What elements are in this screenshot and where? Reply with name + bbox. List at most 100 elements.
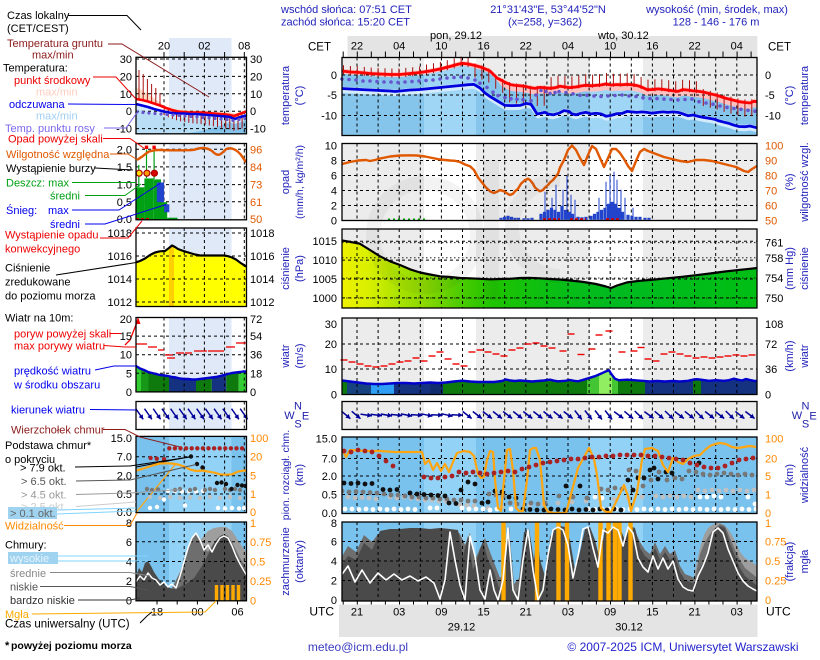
svg-text:temperatura: temperatura xyxy=(280,65,292,125)
svg-text:22: 22 xyxy=(351,41,363,53)
svg-text:61: 61 xyxy=(250,197,262,209)
svg-text:754: 754 xyxy=(765,273,783,285)
svg-text:odczuwana: odczuwana xyxy=(9,99,66,111)
svg-text:wysokie: wysokie xyxy=(9,553,49,565)
svg-text:UTC: UTC xyxy=(766,605,791,619)
svg-text:20: 20 xyxy=(765,454,777,466)
svg-text:0.0: 0.0 xyxy=(117,214,132,226)
svg-text:21: 21 xyxy=(520,607,532,619)
svg-text:S: S xyxy=(802,419,809,431)
svg-text:Chmury:: Chmury: xyxy=(5,540,47,552)
svg-text:04: 04 xyxy=(393,41,405,53)
svg-text:-5: -5 xyxy=(765,90,775,102)
svg-text:(x=258, y=362): (x=258, y=362) xyxy=(508,17,582,29)
svg-text:Wystąpienie opadu: Wystąpienie opadu xyxy=(5,230,98,242)
svg-text:Temperatura:: Temperatura: xyxy=(3,63,68,75)
svg-text:0.25: 0.25 xyxy=(765,576,786,588)
svg-text:1014: 1014 xyxy=(108,274,132,286)
svg-text:(km/h): (km/h) xyxy=(784,340,796,371)
svg-text:Mgła: Mgła xyxy=(5,609,30,621)
svg-text:0.25: 0.25 xyxy=(250,576,271,588)
svg-text:niskie: niskie xyxy=(10,582,38,594)
svg-text:0: 0 xyxy=(126,387,132,399)
svg-text:*: * xyxy=(5,640,10,652)
svg-text:15: 15 xyxy=(477,607,489,619)
svg-text:03: 03 xyxy=(393,607,405,619)
svg-text:4: 4 xyxy=(126,557,132,569)
svg-text:20: 20 xyxy=(250,71,262,83)
svg-text:> 6.5 okt.: > 6.5 okt. xyxy=(21,476,67,488)
svg-text:15.0: 15.0 xyxy=(316,434,337,446)
svg-text:0: 0 xyxy=(250,106,256,118)
svg-text:0: 0 xyxy=(126,106,132,118)
svg-text:4: 4 xyxy=(331,556,337,568)
svg-text:(mm Hg): (mm Hg) xyxy=(784,247,796,290)
svg-text:> 4.5 okt.: > 4.5 okt. xyxy=(21,490,67,502)
svg-text:bardzo niskie: bardzo niskie xyxy=(10,595,75,607)
svg-text:2: 2 xyxy=(331,576,337,588)
svg-text:1: 1 xyxy=(250,489,256,501)
svg-text:16: 16 xyxy=(646,41,658,53)
svg-text:0.0: 0.0 xyxy=(322,508,337,520)
svg-text:0.5: 0.5 xyxy=(765,556,780,568)
svg-text:wysokość (min, środek, max): wysokość (min, środek, max) xyxy=(645,4,788,16)
svg-text:N: N xyxy=(294,401,302,413)
svg-text:90: 90 xyxy=(765,156,777,168)
svg-text:6: 6 xyxy=(331,537,337,549)
svg-text:średni: średni xyxy=(50,219,80,231)
svg-text:10: 10 xyxy=(604,41,616,53)
svg-text:6: 6 xyxy=(126,537,132,549)
svg-text:S: S xyxy=(294,419,301,431)
svg-text:Podstawa chmur*: Podstawa chmur* xyxy=(5,440,92,452)
svg-text:36: 36 xyxy=(765,364,777,376)
svg-text:0.0: 0.0 xyxy=(117,507,132,519)
svg-text:Wystąpienie burzy: Wystąpienie burzy xyxy=(6,163,96,175)
svg-text:prędkość wiatru: prędkość wiatru xyxy=(14,366,91,378)
svg-text:(°C): (°C) xyxy=(294,86,306,106)
svg-text:20: 20 xyxy=(325,339,337,351)
svg-text:2: 2 xyxy=(331,201,337,213)
svg-text:7.0: 7.0 xyxy=(117,452,132,464)
svg-text:(frakcja): (frakcja) xyxy=(784,542,796,582)
svg-text:W: W xyxy=(284,410,295,422)
svg-text:5: 5 xyxy=(250,471,256,483)
svg-text:1018: 1018 xyxy=(108,228,132,240)
svg-text:2.0: 2.0 xyxy=(322,471,337,483)
svg-text:(km): (km) xyxy=(784,464,796,486)
svg-text:zachmurzenie: zachmurzenie xyxy=(280,527,292,595)
svg-text:1012: 1012 xyxy=(250,297,274,309)
svg-text:18: 18 xyxy=(250,368,262,380)
svg-text:09: 09 xyxy=(604,607,616,619)
svg-text:1018: 1018 xyxy=(250,228,274,240)
svg-text:Wiatr na 10m:: Wiatr na 10m: xyxy=(5,313,73,325)
svg-text:02: 02 xyxy=(198,41,210,53)
svg-text:0.5: 0.5 xyxy=(117,197,132,209)
svg-text:> 0.1 okt.: > 0.1 okt. xyxy=(10,508,56,520)
svg-text:powyżej poziomu morza: powyżej poziomu morza xyxy=(11,640,132,652)
svg-text:15.0: 15.0 xyxy=(111,433,132,445)
svg-text:wschód słońca: 07:51 CET: wschód słońca: 07:51 CET xyxy=(280,4,412,16)
svg-text:Wierzchołek chmur: Wierzchołek chmur xyxy=(11,425,105,437)
svg-text:0.5: 0.5 xyxy=(117,489,132,501)
svg-text:Opad powyżej skali: Opad powyżej skali xyxy=(8,134,103,146)
svg-text:96: 96 xyxy=(250,144,262,156)
svg-text:E: E xyxy=(302,411,309,423)
svg-text:pion. rozciągł. chm.: pion. rozciągł. chm. xyxy=(280,430,292,520)
svg-text:70: 70 xyxy=(765,186,777,198)
svg-text:CET: CET xyxy=(308,42,331,54)
svg-text:0: 0 xyxy=(331,595,337,607)
svg-text:21°31'43"E, 53°44'52"N: 21°31'43"E, 53°44'52"N xyxy=(490,4,606,16)
svg-text:temperatura: temperatura xyxy=(799,65,811,125)
svg-text:72: 72 xyxy=(765,339,777,351)
svg-text:84: 84 xyxy=(250,162,262,174)
svg-text:0: 0 xyxy=(331,70,337,82)
svg-text:wiatr: wiatr xyxy=(280,344,292,369)
svg-text:20: 20 xyxy=(250,452,262,464)
svg-text:CET: CET xyxy=(768,42,791,54)
svg-text:0: 0 xyxy=(765,70,771,82)
svg-text:Temperatura gruntu: Temperatura gruntu xyxy=(7,38,103,50)
svg-text:0: 0 xyxy=(765,390,771,402)
svg-text:04: 04 xyxy=(731,41,743,53)
svg-text:(CET/CEST): (CET/CEST) xyxy=(7,23,69,35)
svg-text:E: E xyxy=(809,411,816,423)
